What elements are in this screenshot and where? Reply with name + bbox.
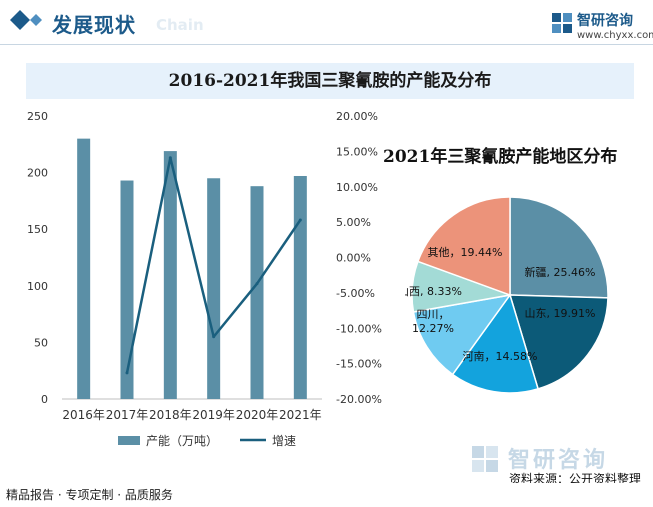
pie-label: 新疆, 25.46% [525,265,596,279]
section-title: 发展现状 [52,13,136,37]
legend-label-line: 增速 [272,434,296,448]
watermark-logo-icon [472,446,498,472]
bar [163,151,177,399]
bar [250,186,264,399]
section-subtitle: Chain [156,16,204,34]
bar [120,180,134,399]
x-tick-label: 2021年 [279,408,322,422]
pie-label: 山西, 8.33% [405,285,462,298]
legend-label-bar: 产能（万吨） [146,434,218,448]
pie-chart: 新疆, 25.46% 山东, 19.91% 河南，14.58% 四川，12.27% 山西… [405,196,609,394]
y-left-tick-label: 100 [27,280,48,293]
y-right-tick-label: -5.00% [336,287,375,300]
bar [207,178,221,399]
watermark-text: 智研咨询 [508,448,609,473]
pie-slice [416,196,511,297]
header: 发展现状 Chain 智研咨询 www.chyxx.com [0,0,653,46]
brand: 智研咨询 www.chyxx.com [551,10,653,44]
growth-point [255,282,259,286]
combo-chart: 0 50 100 150 200 250 -20.00% -15.00% -10.00% -5.0… [27,110,382,448]
pie-label: 12.27% [412,322,454,335]
pie-label: 其他，19.44% [428,246,503,259]
y-left-tick-label: 0 [41,393,48,406]
small-diamond-icon [30,14,42,26]
pie-slice [451,293,540,394]
y-right-tick-label: -15.00% [336,358,382,371]
y-right-tick-label: -10.00% [336,322,382,335]
x-tick-label: 2016年 [62,408,105,422]
pie-label: 河南，14.58% [463,350,538,363]
pie-chart-title: 2021年三聚氰胺产能地区分布 [383,147,618,167]
bar [293,175,307,399]
footer-tagline: 精品报告 · 专项定制 · 品质服务 [6,488,173,502]
x-tick-label: 2018年 [149,408,192,422]
pie-slice [508,294,609,390]
growth-point [168,156,172,160]
x-tick-label: 2020年 [236,408,279,422]
x-tick-label: 2017年 [106,408,149,422]
y-right-tick-label: 5.00% [336,216,371,229]
growth-point [298,218,302,222]
y-right-tick-label: -20.00% [336,393,382,406]
growth-point [125,371,129,375]
y-right-tick-label: 0.00% [336,252,371,265]
footer: 精品报告 · 专项定制 · 品质服务 [0,483,653,507]
y-left-tick-label: 150 [27,223,48,236]
bar [77,138,91,399]
y-right-tick-label: 10.00% [336,181,378,194]
header-divider [0,44,653,45]
pie-label: 山东, 19.91% [525,307,596,320]
legend-swatch-bar [118,436,140,445]
x-tick-label: 2019年 [192,408,235,422]
chart-title-band: 2016-2021年我国三聚氰胺的产能及分布 [26,63,634,99]
growth-point [212,335,216,339]
y-right-tick-label: 15.00% [336,145,378,158]
y-right-tick-label: 20.00% [336,110,378,123]
diamond-icon [10,10,30,30]
brand-url: www.chyxx.com [577,30,653,41]
y-left-tick-label: 50 [34,336,48,349]
pie-slice [509,196,609,299]
pie-label: 四川， [417,308,450,321]
brand-logo-icon [552,13,572,33]
pie-slice [412,293,512,376]
source-note: 资料来源：公开资料整理 [508,472,641,486]
brand-name: 智研咨询 [577,13,633,29]
chart-title: 2016-2021年我国三聚氰胺的产能及分布 [168,71,492,91]
y-left-tick-label: 250 [27,110,48,123]
y-left-tick-label: 200 [27,167,48,180]
